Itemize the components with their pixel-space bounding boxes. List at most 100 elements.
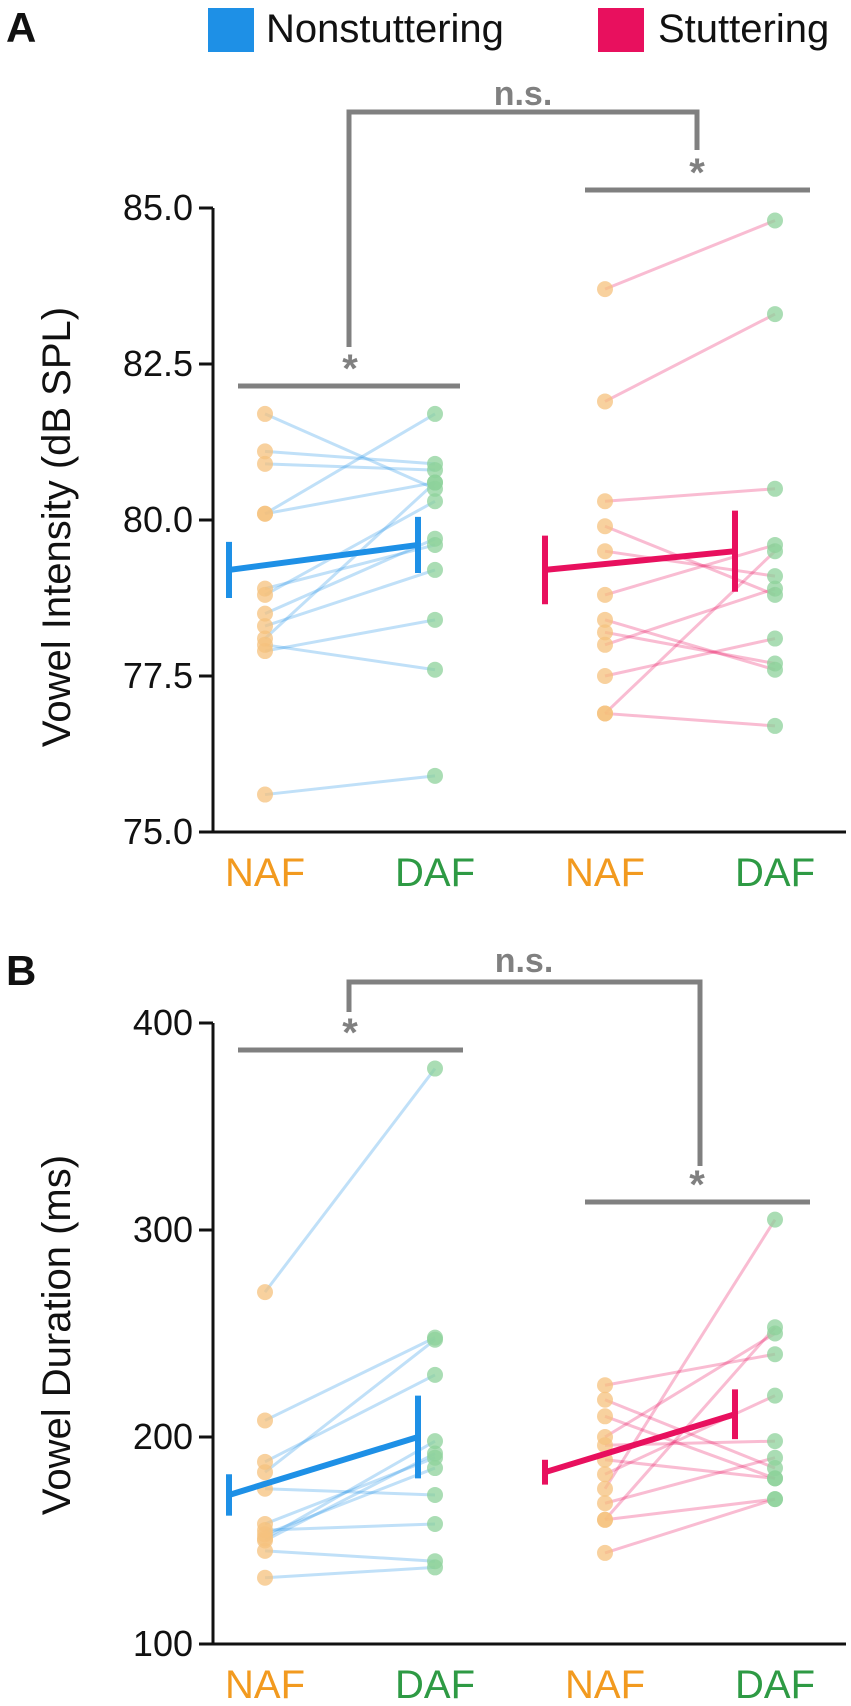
subject-line-nonstuttering xyxy=(263,1067,437,1294)
mean-line-stuttering xyxy=(544,1411,736,1476)
daf-point-stuttering xyxy=(767,1346,783,1363)
sig-star-nonstuttering-b: * xyxy=(342,1011,358,1055)
subject-line-nonstuttering xyxy=(264,1466,436,1536)
naf-point-nonstuttering xyxy=(257,505,273,522)
y-tick-label: 82.5 xyxy=(123,343,193,384)
naf-point-stuttering xyxy=(597,636,613,653)
subject-line-nonstuttering xyxy=(264,1336,436,1422)
legend-label-nonstuttering: Nonstuttering xyxy=(266,7,504,51)
condition-label-naf-nonstuttering-a: NAF xyxy=(225,851,305,895)
daf-point-nonstuttering xyxy=(427,530,443,547)
subject-line-stuttering xyxy=(604,711,776,728)
naf-point-nonstuttering xyxy=(257,618,273,635)
subject-line-nonstuttering xyxy=(264,462,436,472)
daf-point-stuttering xyxy=(767,655,783,672)
naf-point-stuttering xyxy=(597,393,613,410)
subject-line-stuttering xyxy=(604,1456,776,1505)
naf-point-stuttering xyxy=(597,1437,613,1454)
subject-line-nonstuttering xyxy=(264,499,436,597)
daf-point-nonstuttering xyxy=(427,405,443,422)
subject-line-nonstuttering xyxy=(264,537,436,615)
naf-point-nonstuttering xyxy=(257,605,273,622)
sig-star-nonstuttering-a: * xyxy=(342,347,358,391)
daf-point-stuttering xyxy=(767,1491,783,1508)
y-tick-label: 85.0 xyxy=(123,187,193,228)
subject-line-stuttering xyxy=(604,587,776,647)
legend-swatch-stuttering xyxy=(598,8,644,52)
y-tick-label: 400 xyxy=(133,1002,193,1043)
daf-point-nonstuttering xyxy=(427,767,443,784)
daf-point-nonstuttering xyxy=(427,474,443,491)
naf-point-stuttering xyxy=(597,1544,613,1561)
subject-line-nonstuttering xyxy=(264,1565,436,1580)
subject-line-stuttering xyxy=(603,550,777,715)
naf-point-stuttering xyxy=(597,1377,613,1394)
subject-line-nonstuttering xyxy=(264,412,436,491)
y-ticks-b: 100 200 300 400 xyxy=(133,1002,213,1664)
y-tick-label: 100 xyxy=(133,1623,193,1664)
subject-line-nonstuttering xyxy=(264,1452,436,1542)
naf-point-nonstuttering xyxy=(257,636,273,653)
naf-point-nonstuttering xyxy=(257,1412,273,1429)
condition-labels-b: NAF DAF NAF DAF xyxy=(225,1663,815,1706)
daf-point-nonstuttering xyxy=(427,1559,443,1576)
sig-bracket-groups-a xyxy=(346,109,700,347)
condition-label-naf-stuttering-a: NAF xyxy=(565,851,645,895)
daf-point-stuttering xyxy=(767,1211,783,1228)
mean-line-nonstuttering xyxy=(228,541,419,573)
sig-star-stuttering-b: * xyxy=(689,1163,705,1207)
subject-line-stuttering xyxy=(604,1414,776,1480)
naf-point-nonstuttering xyxy=(257,443,273,460)
daf-point-nonstuttering xyxy=(427,1460,443,1477)
subject-line-nonstuttering xyxy=(264,774,436,797)
subject-line-stuttering xyxy=(604,1458,776,1480)
daf-point-nonstuttering xyxy=(427,1433,443,1450)
daf-point-stuttering xyxy=(767,580,783,597)
daf-point-nonstuttering xyxy=(427,1366,443,1383)
naf-point-stuttering xyxy=(597,1495,613,1512)
legend: Nonstuttering Stuttering xyxy=(208,7,829,52)
naf-point-stuttering xyxy=(597,518,613,535)
daf-point-nonstuttering xyxy=(427,1515,443,1532)
subject-line-nonstuttering xyxy=(264,412,436,516)
subject-line-nonstuttering xyxy=(264,543,436,591)
subject-line-nonstuttering xyxy=(263,481,437,640)
y-ticks-a: 75.0 77.5 80.0 82.5 85.0 xyxy=(123,187,213,852)
y-tick-label: 77.5 xyxy=(123,655,193,696)
subject-line-stuttering xyxy=(604,630,776,665)
y-axis-title-a: Vowel Intensity (dB SPL) xyxy=(35,307,79,747)
daf-point-stuttering xyxy=(767,717,783,734)
subject-line-stuttering xyxy=(604,1497,776,1522)
panel-a: A Vowel Intensity (dB SPL) 75.0 77.5 80.0 8… xyxy=(6,4,846,895)
subject-line-stuttering xyxy=(604,524,776,597)
naf-point-stuttering xyxy=(597,1391,613,1408)
subject-line-nonstuttering xyxy=(264,1487,436,1497)
y-tick-label: 80.0 xyxy=(123,499,193,540)
paired-points-a xyxy=(257,212,783,803)
daf-point-nonstuttering xyxy=(427,1060,443,1077)
sig-star-stuttering-a: * xyxy=(689,151,705,195)
condition-label-daf-nonstuttering-a: DAF xyxy=(395,851,475,895)
condition-label-naf-nonstuttering-b: NAF xyxy=(225,1663,305,1706)
subject-line-nonstuttering xyxy=(264,1522,436,1532)
legend-swatch-nonstuttering xyxy=(208,8,254,52)
y-tick-label: 300 xyxy=(133,1209,193,1250)
daf-point-nonstuttering xyxy=(427,493,443,510)
subject-line-nonstuttering xyxy=(264,449,436,466)
panel-letter-a: A xyxy=(6,4,36,51)
naf-point-stuttering xyxy=(597,624,613,641)
daf-point-nonstuttering xyxy=(427,661,443,678)
subject-line-nonstuttering xyxy=(264,643,436,672)
subject-line-stuttering xyxy=(604,1352,776,1387)
daf-point-nonstuttering xyxy=(427,1331,443,1348)
daf-point-stuttering xyxy=(767,1449,783,1466)
mean-line-nonstuttering xyxy=(228,1434,419,1498)
naf-point-stuttering xyxy=(597,1408,613,1425)
subject-line-stuttering xyxy=(604,549,776,578)
panel-letter-b: B xyxy=(6,947,36,994)
naf-point-nonstuttering xyxy=(257,786,273,803)
subject-line-stuttering xyxy=(604,637,776,678)
subject-line-stuttering xyxy=(604,487,776,503)
naf-point-stuttering xyxy=(597,611,613,628)
condition-label-naf-stuttering-b: NAF xyxy=(565,1663,645,1706)
